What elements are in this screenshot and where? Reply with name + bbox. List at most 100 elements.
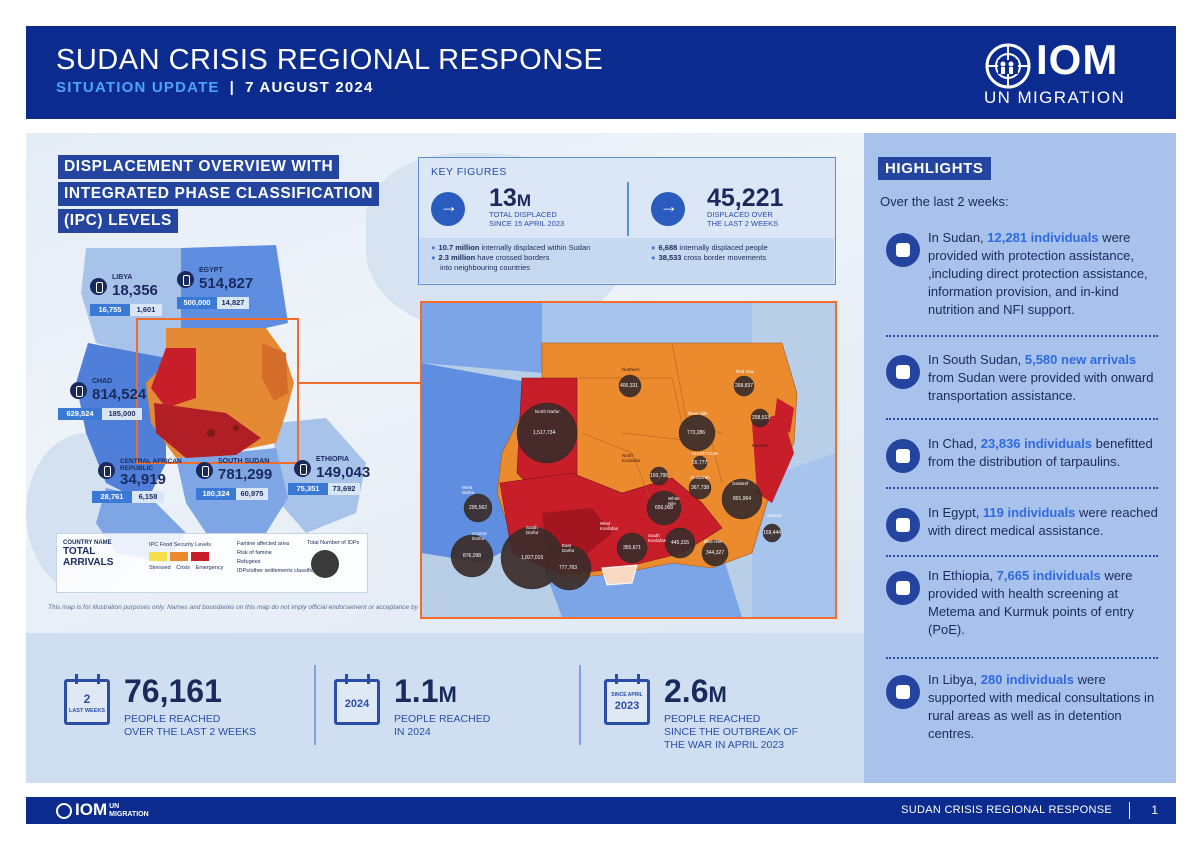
total-displaced-value: 13M (489, 184, 531, 213)
calendar-number: 2023 (614, 700, 640, 712)
total-displaced-number: 13 (489, 184, 517, 212)
legend-total-arrivals: TOTAL ARRIVALS (63, 546, 114, 568)
country-total: 34,919 (120, 471, 166, 488)
idp-value: 656,068 (655, 505, 674, 511)
country-name: SOUTH SUDAN (218, 458, 270, 465)
logo-text: IOM (1036, 36, 1119, 83)
highlight-separator (886, 335, 1158, 337)
state-name: Red Sea (736, 369, 754, 374)
highlight-post: were provided with protection assistance… (928, 230, 1148, 317)
ipc-crisis-swatch (170, 552, 188, 561)
highlight-separator (886, 418, 1158, 420)
ambulance-icon (886, 675, 920, 709)
country-name: LIBYA (112, 274, 133, 281)
idp-value: 445,315 (671, 540, 690, 546)
right-bullets: ● 6,688 internally displaced people ● 38,5… (651, 243, 768, 262)
highlight-pre: In Sudan, (928, 230, 988, 245)
state-name: North Kordofan (622, 453, 641, 463)
state-name: South Kordofan (648, 533, 667, 543)
highlight-text: In Ethiopia, 7,665 individuals were prov… (928, 567, 1158, 639)
country-returnees: 1,601 (130, 304, 162, 316)
desc-line: PEOPLE REACHED (394, 713, 491, 725)
footer-title: SUDAN CRISIS REGIONAL RESPONSE (901, 804, 1112, 816)
logo-subtext: UN MIGRATION (984, 88, 1126, 107)
legend-idp: Total Number of IDPs (307, 540, 359, 578)
desc-line: THE WAR IN APRIL 2023 (664, 739, 785, 751)
state-name: White Nile (668, 496, 680, 506)
footer-logo-migration: MIGRATION (109, 810, 149, 818)
idp-value: 268,837 (735, 383, 754, 389)
stat-value: 76,161 (124, 673, 222, 709)
stat-divider (314, 665, 316, 745)
desc-line: OVER THE LAST 2 WEEKS (124, 726, 257, 738)
country-total: 814,524 (92, 386, 147, 403)
highlight-post: were reached with direct medical assista… (928, 505, 1158, 538)
idp-value: 773,286 (687, 430, 706, 436)
country-total: 149,043 (316, 464, 371, 481)
stat-description: PEOPLE REACHED IN 2024 (394, 713, 490, 739)
bullet-text: into neighbouring countries (440, 263, 531, 272)
highlight-bold: 12,281 individuals (987, 230, 1099, 245)
map-legend: COUNTRY NAME TOTAL ARRIVALS IPC Food Sec… (56, 533, 368, 593)
medical-icon (886, 508, 920, 542)
bullet-text: cross border movements (681, 253, 767, 262)
idp-value: 400,331 (620, 383, 639, 389)
idp-value: 344,327 (706, 550, 725, 556)
protection-icon (886, 233, 920, 267)
state-name: Sennar (767, 513, 782, 518)
highlight-pre: In Libya, (928, 672, 981, 687)
health-screening-icon (886, 571, 920, 605)
calendar-icon: SINCE APRIL 2023 (604, 674, 650, 725)
state-name: KHARTOUM (692, 451, 718, 456)
idp-label-layer: 400,331 268,837 1,517,734 773,286 258,51… (422, 303, 835, 617)
calendar-icon: 2024 (334, 674, 380, 725)
highlights-title: HIGHLIGHTS (878, 157, 991, 180)
key-figures-band (419, 238, 834, 283)
calendar-caption: SINCE APRIL (611, 692, 643, 698)
idp-value: 55,777 (692, 460, 708, 466)
legend-ipc: IPC Food Security Levels Stressed Crisis… (149, 542, 223, 571)
calendar-number: 2 (83, 692, 91, 706)
idp-value: 876,098 (463, 553, 482, 559)
page-number: 1 (1151, 803, 1158, 817)
stat-description: PEOPLE REACHED OVER THE LAST 2 WEEKS (124, 713, 256, 739)
highlight-post: were provided with health screening at M… (928, 568, 1134, 637)
label-line: TOTAL DISPLACED (489, 210, 557, 219)
country-name: EGYPT (199, 267, 223, 274)
stat-suffix: M (438, 682, 457, 707)
country-refugees: 28,761 (92, 491, 132, 503)
stat-description: PEOPLE REACHED SINCE THE OUTBREAK OF THE… (664, 713, 798, 752)
key-figures-heading: KEY FIGURES (431, 166, 507, 178)
state-name: River Nile (688, 411, 708, 416)
zoom-area-box (136, 318, 299, 464)
zoom-connector (299, 382, 420, 384)
highlights-intro: Over the last 2 weeks: (880, 194, 1009, 209)
idp-value: 1,827,015 (521, 555, 544, 561)
idp-settlement-mark: IDPs/other settlements classification (237, 568, 326, 574)
refugees-mark: Refugees (237, 559, 261, 565)
bullet-bold: 6,688 (658, 243, 678, 252)
state-name: North Darfur (535, 409, 560, 414)
iom-globe-icon (56, 802, 72, 819)
highlight-post: were supported with medical consultation… (928, 672, 1155, 741)
country-name: CENTRAL AFRICAN REPUBLIC (120, 458, 182, 472)
idp-value: 777,763 (559, 565, 578, 571)
country-refugees: 629,524 (58, 408, 102, 420)
state-name: South Darfur (526, 525, 539, 535)
country-refugees: 180,324 (196, 488, 236, 500)
footer-logo: IOM UN MIGRATION (56, 800, 149, 820)
person-icon (70, 382, 87, 399)
country-returnees: 60,975 (236, 488, 268, 500)
title-line: INTEGRATED PHASE CLASSIFICATION (58, 182, 380, 206)
highlight-bold: 7,665 individuals (996, 568, 1101, 583)
bullet-bold: 2.3 million (438, 253, 476, 262)
situation-update-label: SITUATION UPDATE (56, 79, 220, 96)
country-refugees: 75,351 (288, 483, 328, 495)
idp-circle-sample (311, 550, 339, 578)
idp-value: 295,562 (469, 505, 488, 511)
highlights-panel: HIGHLIGHTS Over the last 2 weeks: In Sud… (864, 133, 1176, 783)
person-icon (177, 271, 194, 288)
state-name-layer: Northern Red Sea North Darfur River Nile… (422, 303, 835, 617)
highlight-separator (886, 555, 1158, 557)
country-name: ETHIOPIA (316, 456, 350, 463)
